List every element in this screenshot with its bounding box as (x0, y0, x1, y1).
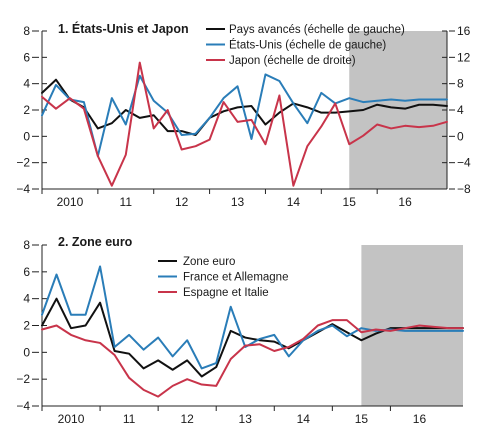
left-axis-tick-label: 6 (23, 50, 30, 64)
x-axis-tick-label: 13 (231, 195, 245, 209)
x-axis-tick-label: 11 (120, 195, 133, 209)
panel-title: 1. États-Unis et Japon (58, 21, 189, 36)
left-axis-tick-label: 8 (23, 238, 30, 252)
legend-label-etats-unis-echelle-de-gauche: États-Unis (échelle de gauche) (229, 39, 386, 52)
left-axis-tick-label: 8 (23, 24, 30, 38)
legend-label-zone-euro: Zone euro (183, 256, 235, 268)
right-axis-tick-label: 16 (457, 24, 471, 38)
x-axis-tick-label: 13 (239, 412, 253, 426)
left-axis-tick-label: 0 (23, 345, 30, 359)
x-axis-tick-label: 2010 (58, 412, 85, 426)
x-axis-tick-label: 12 (180, 412, 194, 426)
x-axis-tick-label: 2010 (57, 195, 84, 209)
left-axis-tick-label: −2 (16, 156, 30, 170)
panel-title: 2. Zone euro (58, 235, 133, 249)
right-axis-tick-label: −8 (457, 182, 471, 196)
left-axis-tick-label: 0 (23, 129, 30, 143)
legend-label-espagne-et-italie: Espagne et Italie (183, 287, 269, 299)
legend-label-france-et-allemagne: France et Allemagne (183, 272, 288, 284)
right-axis-tick-label: 12 (457, 50, 471, 64)
series-line-espagne-et-italie (41, 319, 464, 398)
left-axis-tick-label: 2 (23, 319, 30, 333)
right-axis-tick-label: 8 (457, 77, 464, 91)
right-axis-tick-label: −4 (457, 156, 471, 170)
x-axis-tick-label: 15 (355, 412, 369, 426)
left-axis-tick-label: 6 (23, 265, 30, 279)
left-axis-tick-label: 4 (23, 77, 30, 91)
series-line-pays-avances-echelle-de-gauche (41, 78, 448, 137)
series-line-zone-euro (41, 297, 464, 378)
left-axis-tick-label: 4 (23, 292, 30, 306)
x-axis-tick-label: 14 (297, 412, 311, 426)
left-axis-tick-label: −4 (16, 182, 30, 196)
series-line-japon-echelle-de-droite (41, 61, 448, 187)
x-axis-tick-label: 12 (175, 195, 189, 209)
series-line-etats-unis-echelle-de-gauche (41, 73, 448, 158)
x-axis-tick-label: 15 (343, 195, 357, 209)
forecast-shading (361, 245, 463, 406)
legend-label-japon-echelle-de-droite: Japon (échelle de droite) (229, 55, 356, 67)
x-axis-tick-label: 14 (287, 195, 301, 209)
left-axis-tick-label: −2 (16, 372, 30, 386)
left-axis-tick-label: 2 (23, 103, 30, 117)
panel-zone-euro: −4 −2 0 2 4 6 8 2010 11 12 13 14 15 16 2. Zone euro Zon… (16, 235, 464, 426)
right-axis-tick-label: 4 (457, 103, 464, 117)
right-axis-tick-label: 0 (457, 129, 464, 143)
x-axis-tick-label: 11 (123, 412, 136, 426)
x-axis-tick-label: 16 (398, 195, 412, 209)
x-axis-tick-label: 16 (413, 412, 427, 426)
left-axis-tick-label: −4 (16, 399, 30, 413)
panel-etats-unis-japon: −4 −2 0 2 4 6 8 −8 −4 0 4 8 12 16 2010 11 12 13 14 15 16 1. É… (16, 21, 471, 209)
legend-label-pays-avances-echelle-de-gauche: Pays avancés (échelle de gauche) (229, 24, 405, 36)
